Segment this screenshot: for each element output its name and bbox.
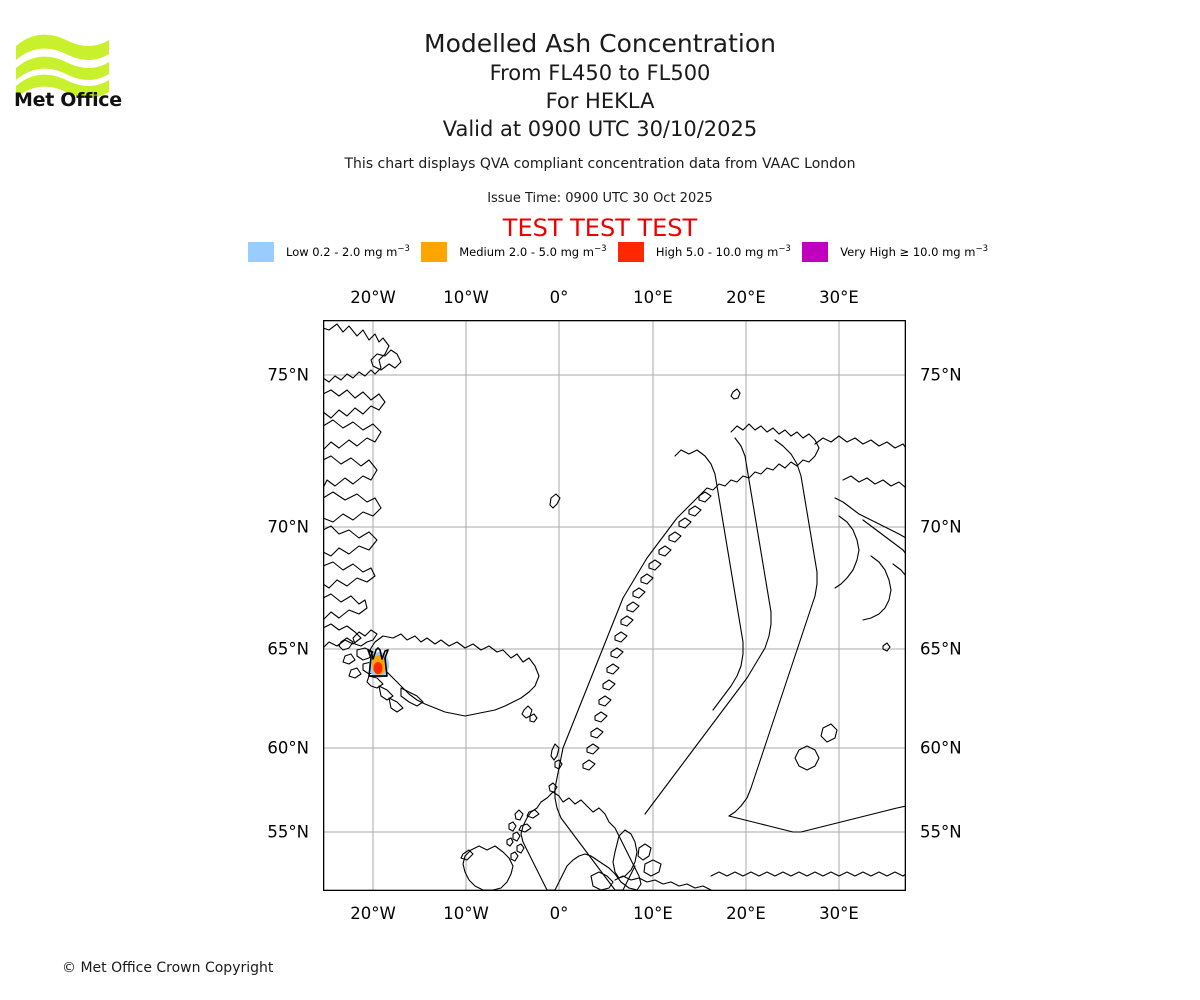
coastlines bbox=[323, 323, 906, 891]
chart-title-block: Modelled Ash Concentration From FL450 to… bbox=[0, 28, 1200, 143]
test-banner: TEST TEST TEST bbox=[502, 214, 698, 242]
lon-label-top-5: 30°E bbox=[819, 288, 859, 307]
lat-label-right-0: 75°N bbox=[920, 365, 962, 385]
ash-concentration-map: 20°W 10°W 0° 10°E 20°E 30°E 20°W 10°W 0°… bbox=[267, 288, 961, 923]
lat-label-left-4: 55°N bbox=[267, 822, 309, 842]
concentration-legend: Low 0.2 - 2.0 mg m−3 Medium 2.0 - 5.0 mg… bbox=[248, 241, 988, 263]
lon-label-bottom-1: 10°W bbox=[443, 904, 489, 923]
map-canvas bbox=[323, 320, 906, 891]
lat-label-right-1: 70°N bbox=[920, 517, 962, 537]
plume-contour bbox=[367, 647, 389, 677]
volcano-subtitle: For HEKLA bbox=[545, 89, 655, 113]
lon-label-bottom-5: 30°E bbox=[819, 904, 859, 923]
lon-label-top-3: 10°E bbox=[633, 288, 673, 307]
legend-swatch-high bbox=[617, 242, 644, 262]
ash-plume bbox=[367, 647, 389, 678]
legend-item-very-high: Very High ≥ 10.0 mg m−3 bbox=[802, 242, 988, 262]
legend-item-medium: Medium 2.0 - 5.0 mg m−3 bbox=[421, 242, 606, 262]
flight-level-subtitle: From FL450 to FL500 bbox=[489, 61, 711, 85]
copyright-notice: © Met Office Crown Copyright bbox=[62, 960, 274, 976]
lon-label-top-4: 20°E bbox=[726, 288, 766, 307]
lon-label-top-2: 0° bbox=[549, 288, 569, 307]
lon-label-top-1: 10°W bbox=[443, 288, 489, 307]
met-office-logo-text: Met Office bbox=[14, 89, 122, 111]
issue-time-text: Issue Time: 0900 UTC 30 Oct 2025 bbox=[487, 191, 713, 206]
lat-label-right-2: 65°N bbox=[920, 639, 962, 659]
lat-label-left-2: 65°N bbox=[267, 639, 309, 659]
legend-swatch-low bbox=[248, 242, 274, 262]
map-frame bbox=[323, 320, 906, 891]
map-background bbox=[323, 320, 906, 891]
lon-label-bottom-4: 20°E bbox=[726, 904, 766, 923]
lat-label-right-4: 55°N bbox=[920, 822, 962, 842]
valid-time-subtitle: Valid at 0900 UTC 30/10/2025 bbox=[442, 117, 758, 141]
legend-label-medium: Medium 2.0 - 5.0 mg m−3 bbox=[459, 244, 607, 259]
lon-label-bottom-2: 0° bbox=[549, 904, 569, 923]
lon-label-bottom-0: 20°W bbox=[350, 904, 396, 923]
lat-label-right-3: 60°N bbox=[920, 738, 962, 758]
legend-label-low: Low 0.2 - 2.0 mg m−3 bbox=[286, 244, 410, 259]
met-office-waves-icon bbox=[16, 34, 109, 98]
lon-label-top-0: 20°W bbox=[350, 288, 396, 307]
legend-item-low: Low 0.2 - 2.0 mg m−3 bbox=[248, 242, 410, 262]
met-office-logo bbox=[14, 26, 124, 118]
qva-compliance-note: This chart displays QVA compliant concen… bbox=[344, 156, 856, 172]
legend-item-high: High 5.0 - 10.0 mg m−3 bbox=[617, 242, 791, 262]
lon-label-bottom-3: 10°E bbox=[633, 904, 673, 923]
legend-swatch-very-high bbox=[802, 242, 829, 262]
legend-label-very-high: Very High ≥ 10.0 mg m−3 bbox=[840, 244, 988, 259]
lat-label-left-3: 60°N bbox=[267, 738, 309, 758]
plume-band-high bbox=[373, 662, 383, 674]
map-gridlines bbox=[323, 320, 906, 891]
lat-label-left-1: 70°N bbox=[267, 517, 309, 537]
legend-label-high: High 5.0 - 10.0 mg m−3 bbox=[655, 244, 791, 259]
page-title: Modelled Ash Concentration bbox=[424, 29, 776, 58]
lat-label-left-0: 75°N bbox=[267, 365, 309, 385]
legend-swatch-medium bbox=[421, 242, 448, 262]
